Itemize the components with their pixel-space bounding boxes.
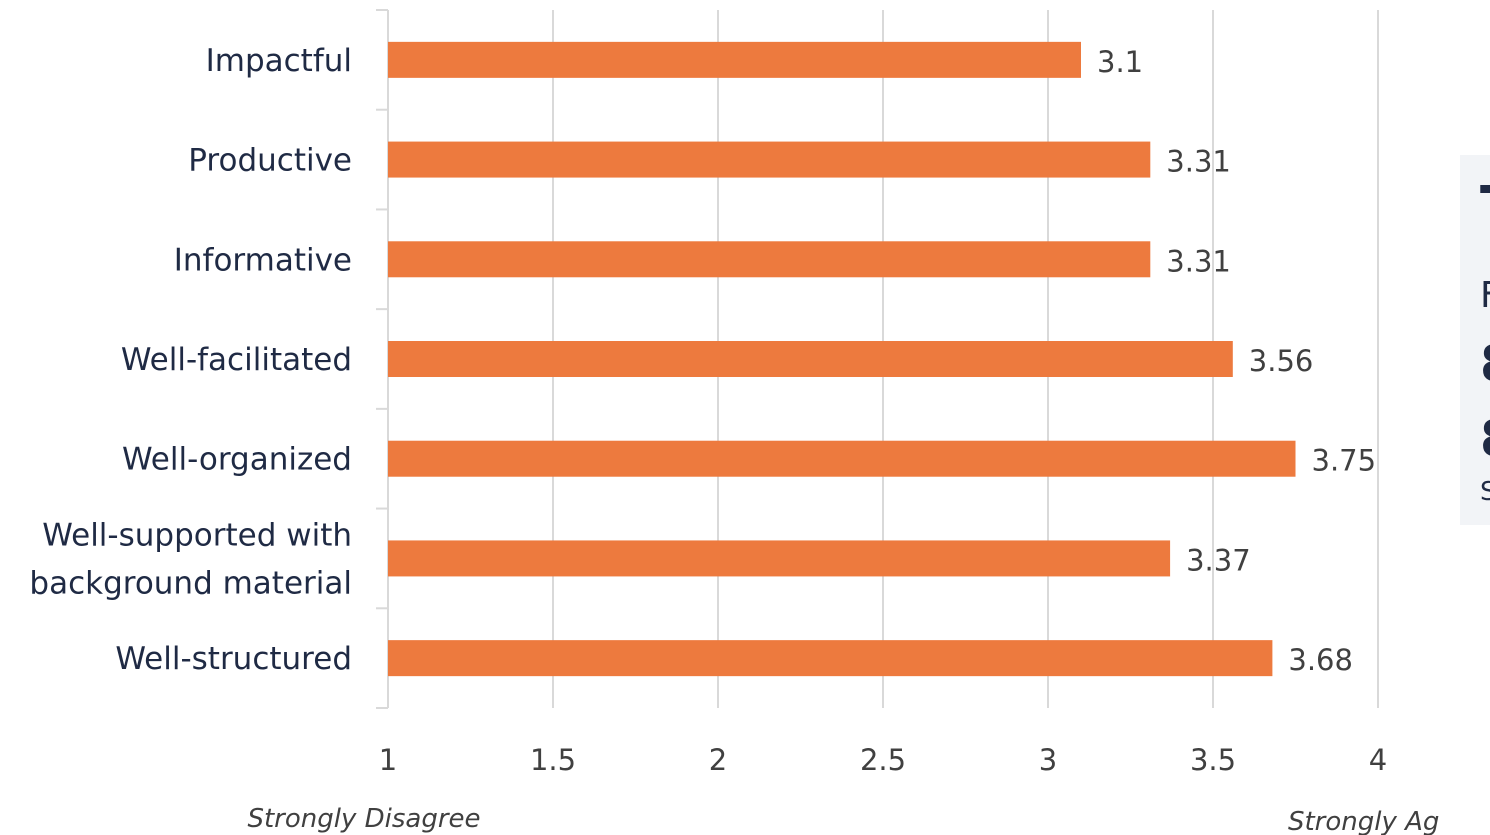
bar xyxy=(388,640,1273,677)
bar xyxy=(388,440,1296,477)
side-glyph: S xyxy=(1480,477,1490,507)
bar xyxy=(388,41,1081,78)
x-tick-labels: 1 1.5 2 2.5 3 3.5 4 xyxy=(379,743,1387,777)
side-glyph: T xyxy=(1480,175,1490,240)
scale-anchor-high: Strongly Agree xyxy=(1288,807,1440,835)
category-axis xyxy=(376,9,389,709)
bar-chart: Impactful Productive Informative Well-facil… xyxy=(29,9,1440,835)
x-tick-label: 3 xyxy=(1039,743,1057,777)
x-tick-label: 3.5 xyxy=(1190,743,1236,777)
value-label: 3.31 xyxy=(1166,145,1231,179)
x-tick-label: 2.5 xyxy=(860,743,906,777)
bar xyxy=(388,540,1171,577)
side-panel-partial: T F 8 8 S xyxy=(1460,155,1490,525)
category-label: Informative xyxy=(174,242,352,278)
side-glyph: F xyxy=(1480,275,1490,316)
scale-anchor-low: Strongly Disagree xyxy=(247,804,480,834)
bar xyxy=(388,341,1233,377)
value-label: 3.68 xyxy=(1288,643,1353,677)
category-label: Impactful xyxy=(206,43,352,79)
side-glyph: 8 xyxy=(1480,335,1490,393)
category-labels: Impactful Productive Informative Well-facil… xyxy=(29,43,352,677)
bars xyxy=(388,41,1296,677)
value-label: 3.1 xyxy=(1097,45,1143,79)
bar xyxy=(388,141,1151,178)
x-tick-label: 1.5 xyxy=(530,743,576,777)
bar xyxy=(388,241,1151,278)
category-label: Well-structured xyxy=(115,641,352,677)
value-labels: 3.1 3.31 3.31 3.56 3.75 3.37 3.68 xyxy=(1097,45,1376,677)
category-label: Well-organized xyxy=(122,442,352,478)
category-label: Well-facilitated xyxy=(121,342,352,378)
category-label: Well-supported with background material xyxy=(29,517,352,601)
value-label: 3.37 xyxy=(1186,543,1251,577)
x-tick-label: 4 xyxy=(1369,743,1387,777)
x-tick-label: 1 xyxy=(379,743,397,777)
value-label: 3.75 xyxy=(1312,444,1377,478)
value-label: 3.31 xyxy=(1166,244,1231,278)
category-label: Productive xyxy=(188,143,352,179)
value-label: 3.56 xyxy=(1249,344,1314,378)
side-glyph: 8 xyxy=(1480,410,1490,468)
x-tick-label: 2 xyxy=(709,743,727,777)
